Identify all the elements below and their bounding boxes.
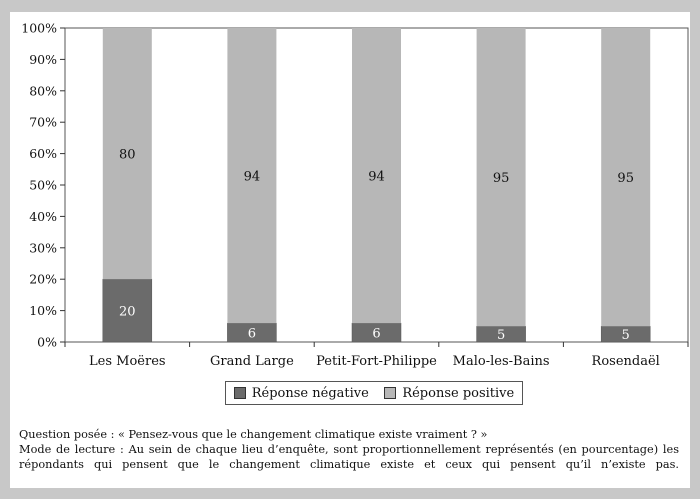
data-label: 6 xyxy=(372,327,380,342)
y-tick-label: 10% xyxy=(29,303,57,318)
legend-swatch-positive xyxy=(384,387,397,399)
bar-segment xyxy=(227,28,277,324)
question-text: Question posée : « Pensez-vous que le ch… xyxy=(19,428,488,441)
figure-frame: 0% 10% 20% 30% 40% 50% 60% 70% 80% 90% 100% 20 80 Les… xyxy=(10,12,690,488)
x-category-label: Petit-Fort-Philippe xyxy=(316,354,437,369)
y-tick-label: 100% xyxy=(21,21,57,36)
y-tick-label: 70% xyxy=(29,115,57,130)
data-label: 94 xyxy=(368,170,385,185)
x-category-label: Grand Large xyxy=(210,354,294,369)
data-label: 80 xyxy=(119,148,136,163)
y-tick-label: 30% xyxy=(29,240,57,255)
legend: Réponse négative Réponse positive xyxy=(225,381,523,405)
bar-segment xyxy=(601,28,651,327)
bar-segment xyxy=(476,28,526,327)
y-tick-label: 20% xyxy=(29,272,57,287)
legend-label-positive: Réponse positive xyxy=(402,385,515,401)
bar-segment xyxy=(102,278,153,343)
y-tick-label: 0% xyxy=(37,335,57,350)
figure-notes: Question posée : « Pensez-vous que le ch… xyxy=(19,427,679,472)
reading-mode-text: Mode de lecture : Au sein de chaque lieu… xyxy=(19,443,679,471)
y-tick-label: 90% xyxy=(29,52,57,67)
data-label: 95 xyxy=(493,171,510,186)
legend-item-positive: Réponse positive xyxy=(384,386,514,401)
data-label: 95 xyxy=(617,171,634,186)
stacked-bar-chart: 0% 10% 20% 30% 40% 50% 60% 70% 80% 90% 100% 20 80 Les… xyxy=(21,21,689,369)
y-tick-label: 80% xyxy=(29,83,57,98)
bar-segment xyxy=(102,28,152,280)
legend-swatch-negative xyxy=(233,387,246,399)
y-tick-label: 50% xyxy=(29,178,57,193)
y-tick-label: 40% xyxy=(29,209,57,224)
data-label: 94 xyxy=(244,170,261,185)
x-category-label: Malo-les-Bains xyxy=(453,354,550,369)
x-category-label: Les Moëres xyxy=(89,354,166,369)
data-label: 20 xyxy=(119,305,136,320)
data-label: 6 xyxy=(248,327,256,342)
x-category-label: Rosendaël xyxy=(592,354,660,369)
y-tick-label: 60% xyxy=(29,146,57,161)
data-label: 5 xyxy=(622,328,630,343)
legend-label-negative: Réponse négative xyxy=(251,385,369,401)
legend-item-negative: Réponse négative xyxy=(233,385,369,401)
bar-segment xyxy=(352,28,401,324)
data-label: 5 xyxy=(497,328,505,343)
